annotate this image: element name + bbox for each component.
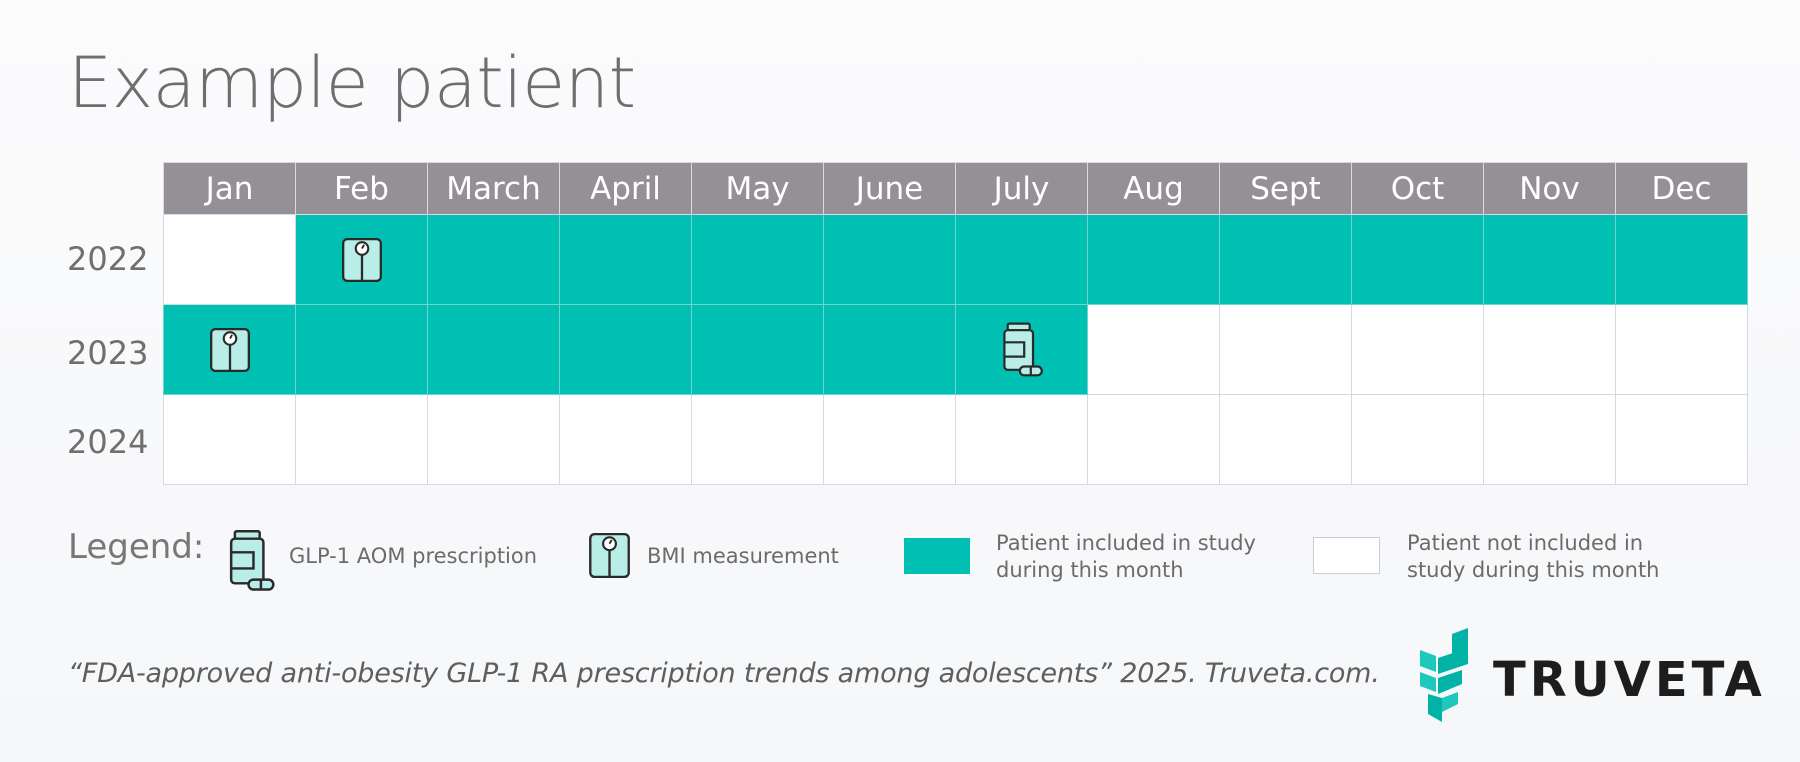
month-cell [1351, 214, 1484, 305]
month-cell [295, 394, 428, 485]
page-title: Example patient [68, 42, 636, 124]
legend-glp1-icon [226, 530, 276, 596]
year-row-2023 [163, 304, 1748, 395]
month-cell [1087, 214, 1220, 305]
month-header-aug: Aug [1087, 162, 1220, 215]
month-header-july: July [955, 162, 1088, 215]
legend-included-swatch [904, 538, 970, 574]
month-cell [823, 214, 956, 305]
brand-name: TRUVETA [1493, 652, 1766, 708]
patient-calendar-grid: Jan Feb March April May June July Aug Sept Oct Nov… [163, 162, 1748, 485]
month-header-nov: Nov [1483, 162, 1616, 215]
legend-label: Legend: [68, 527, 205, 567]
month-cell [1219, 304, 1352, 395]
legend-bmi-text: BMI measurement [647, 544, 839, 568]
month-cell [823, 304, 956, 395]
year-label-2022: 2022 [67, 240, 149, 278]
month-cell [1087, 394, 1220, 485]
legend-included-line2: during this month [996, 558, 1184, 582]
year-row-2024 [163, 394, 1748, 485]
year-label-2023: 2023 [67, 334, 149, 372]
month-cell [1483, 214, 1616, 305]
month-header-sept: Sept [1219, 162, 1352, 215]
bmi-icon [209, 327, 250, 372]
month-header-row: Jan Feb March April May June July Aug Sept Oct Nov… [163, 162, 1748, 215]
month-header-may: May [691, 162, 824, 215]
bmi-icon [341, 237, 382, 282]
month-cell [823, 394, 956, 485]
month-cell [1087, 304, 1220, 395]
month-cell [1483, 304, 1616, 395]
legend-bmi-icon [588, 532, 631, 583]
month-cell [295, 304, 428, 395]
month-header-feb: Feb [295, 162, 428, 215]
legend-included-line1: Patient included in study [996, 531, 1256, 555]
legend-included-text: Patient included in study during this mo… [996, 530, 1256, 584]
month-cell [1615, 304, 1748, 395]
month-header-june: June [823, 162, 956, 215]
pill-bottle-icon [229, 530, 275, 591]
calendar-body [163, 214, 1748, 485]
month-cell [955, 214, 1088, 305]
month-cell [1351, 304, 1484, 395]
month-header-jan: Jan [163, 162, 296, 215]
month-cell [955, 394, 1088, 485]
month-cell [955, 304, 1088, 395]
month-header-oct: Oct [1351, 162, 1484, 215]
month-header-dec: Dec [1615, 162, 1748, 215]
legend-glp1-text: GLP-1 AOM prescription [289, 544, 538, 568]
legend-not-included-line2: study during this month [1407, 558, 1660, 582]
pill-bottle-icon [1002, 322, 1043, 376]
month-cell [163, 304, 296, 395]
month-cell [295, 214, 428, 305]
year-label-2024: 2024 [67, 423, 149, 461]
month-cell [427, 394, 560, 485]
month-header-march: March [427, 162, 560, 215]
bmi-icon [589, 532, 630, 579]
month-cell [163, 214, 296, 305]
year-row-2022 [163, 214, 1748, 305]
month-header-april: April [559, 162, 692, 215]
month-cell [559, 214, 692, 305]
month-cell [559, 394, 692, 485]
month-cell [691, 394, 824, 485]
month-cell [559, 304, 692, 395]
month-cell [1219, 394, 1352, 485]
truveta-logo-icon [1418, 628, 1480, 726]
month-cell [1615, 394, 1748, 485]
month-cell [163, 394, 296, 485]
month-cell [427, 304, 560, 395]
month-cell [691, 214, 824, 305]
month-cell [691, 304, 824, 395]
month-cell [1351, 394, 1484, 485]
month-cell [1219, 214, 1352, 305]
legend-not-included-text: Patient not included in study during thi… [1407, 530, 1660, 584]
citation-text: “FDA-approved anti-obesity GLP-1 RA pres… [68, 658, 1380, 689]
legend-not-included-line1: Patient not included in [1407, 531, 1644, 555]
month-cell [427, 214, 560, 305]
legend-not-included-swatch [1313, 537, 1380, 574]
month-cell [1615, 214, 1748, 305]
month-cell [1483, 394, 1616, 485]
